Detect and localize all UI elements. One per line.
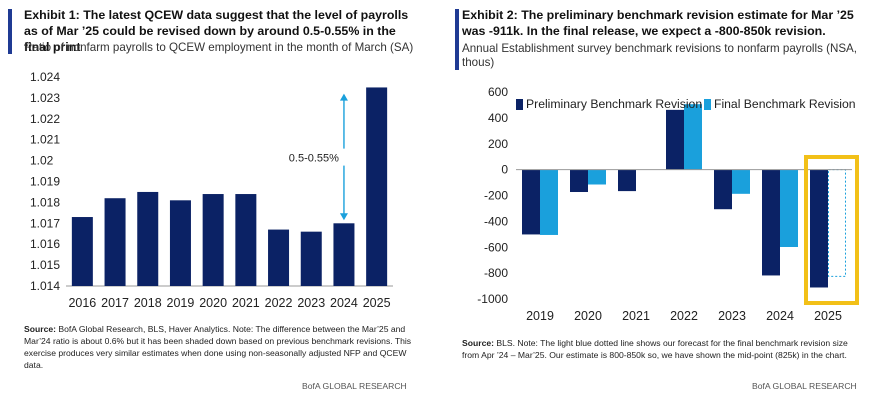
x-tick-label: 2024 (330, 296, 358, 310)
y-tick-label: 1.019 (30, 175, 60, 189)
x-tick-label: 2025 (363, 296, 391, 310)
bar-2019 (169, 200, 191, 286)
legend-label-final: Final Benchmark Revision (714, 97, 856, 111)
x-tick-label: 2025 (814, 309, 842, 323)
x-tick-label: 2019 (167, 296, 195, 310)
x-tick-label: 2021 (232, 296, 260, 310)
x-tick-label: 2020 (574, 309, 602, 323)
bar-final-2022 (684, 104, 702, 170)
bar-final-2023 (732, 169, 750, 194)
bar-preliminary-2025 (810, 169, 828, 288)
legend-swatch-preliminary (516, 99, 523, 110)
x-tick-label: 2022 (670, 309, 698, 323)
bar-2024 (333, 223, 355, 286)
bar-2016 (71, 217, 93, 286)
exhibit-2-subtitle: Annual Establishment survey benchmark re… (462, 42, 858, 69)
exhibit-2-accent-bar (455, 9, 459, 70)
bar-preliminary-2022 (666, 109, 684, 170)
y-tick-label: 400 (488, 111, 508, 125)
bar-final-2019 (540, 169, 558, 235)
x-tick-label: 2016 (68, 296, 96, 310)
exhibit-2-panel: Exhibit 2: The preliminary benchmark rev… (452, 0, 869, 401)
y-tick-label: 1.021 (30, 133, 60, 147)
annotation-label: 0.5-0.55% (289, 153, 339, 165)
y-tick-label: 1.018 (30, 195, 60, 209)
exhibit-1-chart: 1.014 1.015 1.016 1.017 1.018 1.019 1.02 1.021 1… (30, 70, 393, 310)
exhibit-2-source-text: BLS. Note: The light blue dotted line sh… (462, 338, 848, 360)
bar-final-2020 (588, 169, 606, 185)
y-tick-label: 0 (501, 163, 508, 177)
bar-2018 (137, 191, 159, 286)
exhibit-2-credit: BofA GLOBAL RESEARCH (752, 381, 857, 391)
exhibit-1-source-label: Source: (24, 324, 56, 334)
x-tick-label: 2024 (766, 309, 794, 323)
bar-preliminary-2023 (714, 169, 732, 210)
bar-2020 (202, 194, 224, 286)
y-tick-label: 1.023 (30, 91, 60, 105)
bar-final-2024 (780, 169, 798, 247)
y-tick-label: -1000 (477, 292, 508, 306)
y-tick-label: 1.016 (30, 237, 60, 251)
bar-final-forecast-2025 (828, 169, 846, 277)
y-tick-label: 1.017 (30, 216, 60, 230)
x-tick-label: 2023 (297, 296, 325, 310)
legend-label-preliminary: Preliminary Benchmark Revision (526, 97, 702, 111)
y-tick-label: -800 (484, 266, 508, 280)
annotation-arrow-head-up (339, 93, 348, 101)
annotation-label-bg (285, 148, 348, 166)
exhibit-2-source-label: Source: (462, 338, 494, 348)
bar-preliminary-2024 (762, 169, 780, 276)
x-tick-label: 2021 (622, 309, 650, 323)
exhibit-1-source-text: BofA Global Research, BLS, Haver Analyti… (24, 324, 412, 370)
y-tick-label: 200 (488, 137, 508, 151)
y-tick-label: -600 (484, 240, 508, 254)
y-tick-label: 600 (488, 85, 508, 99)
exhibit-2-source: Source: BLS. Note: The light blue dotted… (462, 337, 862, 361)
bar-2023 (300, 231, 322, 286)
y-tick-label: -400 (484, 214, 508, 228)
highlight-box-2025 (804, 155, 859, 305)
exhibit-2-title: Exhibit 2: The preliminary benchmark rev… (462, 8, 854, 38)
exhibit-1-subtitle: Ratio of nonfarm payrolls to QCEW employ… (24, 41, 414, 54)
x-tick-label: 2019 (526, 309, 554, 323)
bar-preliminary-2021 (618, 169, 636, 192)
exhibit-2-chart: 600 400 200 0 -200 -400 -600 -800 -1000 2019 2020 2… (477, 85, 859, 323)
bar-2022 (268, 229, 290, 286)
exhibit-1-source: Source: BofA Global Research, BLS, Haver… (24, 323, 414, 371)
y-tick-label: 1.014 (30, 279, 60, 293)
y-tick-label: -200 (484, 189, 508, 203)
y-tick-label: 1.015 (30, 258, 60, 272)
y-tick-label: 1.022 (30, 112, 60, 126)
exhibit-1-accent-bar (8, 9, 12, 54)
x-tick-label: 2017 (101, 296, 129, 310)
bar-2021 (235, 194, 257, 286)
y-tick-label: 1.02 (30, 154, 54, 168)
exhibit-1-title: Exhibit 1: The latest QCEW data suggest … (24, 8, 409, 54)
x-tick-label: 2023 (718, 309, 746, 323)
annotation-arrow-head-down (339, 213, 348, 221)
bar-2025 (366, 87, 388, 286)
exhibit-1-credit: BofA GLOBAL RESEARCH (302, 381, 407, 391)
legend-swatch-final (704, 99, 711, 110)
x-tick-label: 2022 (265, 296, 293, 310)
exhibit-1-panel: Exhibit 1: The latest QCEW data suggest … (0, 0, 420, 401)
x-tick-label: 2020 (199, 296, 227, 310)
bar-2017 (104, 198, 126, 286)
x-tick-label: 2018 (134, 296, 162, 310)
bar-preliminary-2020 (570, 169, 588, 193)
y-tick-label: 1.024 (30, 70, 60, 84)
bar-preliminary-2019 (522, 169, 540, 235)
